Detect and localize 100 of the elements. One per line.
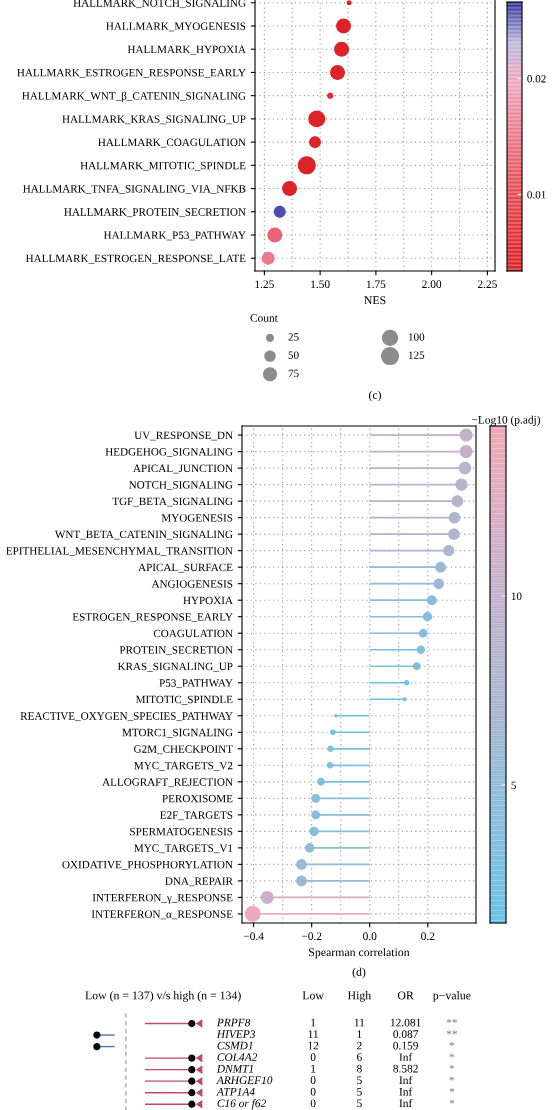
y-tick-label: APICAL_SURFACE xyxy=(138,563,233,573)
y-tick-label: HALLMARK_P53_PATHWAY xyxy=(103,231,246,241)
x-tick-label: 0.2 xyxy=(421,932,435,941)
category-label: CSMD1 xyxy=(217,1041,253,1050)
category-label: p−value xyxy=(433,991,471,1002)
point xyxy=(418,628,428,638)
text: 6 xyxy=(357,1053,362,1061)
category-label: ARHGEF10 xyxy=(216,1076,273,1085)
y-tick-label: E2F_TARGETS xyxy=(160,811,233,821)
x-tick-label: 1.75 xyxy=(366,280,386,289)
y-tick-label: P53_PATHWAY xyxy=(159,679,233,689)
point xyxy=(309,826,319,837)
legend-label: 75 xyxy=(288,369,299,378)
x-tick-label: −0.4 xyxy=(243,932,264,941)
x-tick-label: 2.25 xyxy=(477,280,497,289)
y-tick-label: HALLMARK_ESTROGEN_RESPONSE_EARLY xyxy=(17,68,246,78)
text: 0 xyxy=(310,1053,316,1061)
y-tick-label: EPITHELIAL_MESENCHYMAL_TRANSITION xyxy=(6,547,233,556)
text: 11 xyxy=(354,1018,365,1027)
point xyxy=(448,511,461,524)
point xyxy=(448,528,460,540)
y-tick-label: HALLMARK_KRAS_SIGNALING_UP xyxy=(62,115,246,125)
point xyxy=(455,478,468,491)
point xyxy=(443,545,455,557)
point xyxy=(433,578,445,589)
y-tick-label: HALLMARK_TNFA_SIGNALING_VIA_NFKB xyxy=(23,185,246,194)
y-tick-label: PROTEIN_SECRETION xyxy=(119,646,233,656)
y-tick-label: HALLMARK_NOTCH_SIGNALING xyxy=(73,0,246,9)
y-tick-label: NOTCH_SIGNALING xyxy=(128,481,233,490)
category-label: Low xyxy=(302,991,324,1000)
category-label: High xyxy=(347,991,372,1002)
color-bar-label: 0.02 xyxy=(527,74,546,83)
point xyxy=(416,645,426,654)
y-tick-label: UV_RESPONSE_DN xyxy=(134,431,233,441)
text: 11 xyxy=(308,1030,318,1038)
x-axis-title: Spearman correlation xyxy=(309,947,410,959)
text: 0 xyxy=(310,1087,316,1096)
y-tick-label: APICAL_JUNCTION xyxy=(133,464,233,474)
y-tick-label: HALLMARK_ESTROGEN_RESPONSE_LATE xyxy=(25,254,246,264)
point xyxy=(435,561,446,573)
legend-label: 100 xyxy=(408,333,425,341)
y-tick-label: TGF_BETA_SIGNALING xyxy=(112,497,233,507)
category-label: COL4A2 xyxy=(217,1053,258,1061)
x-axis-title: NES xyxy=(364,296,386,305)
y-tick-label: HALLMARK_MITOTIC_SPINDLE xyxy=(80,161,246,171)
point xyxy=(296,859,307,870)
y-tick-label: PEROXISOME xyxy=(162,794,233,803)
y-tick-label: ESTROGEN_RESPONSE_EARLY xyxy=(72,613,233,622)
y-tick-label: REACTIVE_OXYGEN_SPECIES_PATHWAY xyxy=(20,712,233,722)
text: 0 xyxy=(310,1076,316,1085)
text: 0.159 xyxy=(393,1041,418,1050)
x-tick-label: 2.00 xyxy=(422,280,442,289)
y-tick-label: MITOTIC_SPINDLE xyxy=(135,695,233,705)
point xyxy=(296,875,307,887)
y-tick-label: KRAS_SIGNALING_UP xyxy=(117,662,233,672)
text: 12.081 xyxy=(390,1018,421,1027)
point xyxy=(311,810,321,820)
text: * xyxy=(449,1099,455,1104)
point xyxy=(317,777,325,786)
legend-title: Count xyxy=(250,314,278,322)
y-tick-label: INTERFERON_α_RESPONSE xyxy=(91,910,233,920)
y-tick-label: HALLMARK_MYOGENESIS xyxy=(106,22,246,32)
text: ** xyxy=(446,1018,458,1023)
point xyxy=(422,612,433,622)
y-tick-label: HEDGEHOG_SIGNALING xyxy=(105,448,233,457)
text: Inf xyxy=(399,1075,413,1084)
point xyxy=(304,843,315,853)
text: 0 xyxy=(310,1099,316,1108)
text: Inf xyxy=(399,1052,413,1061)
y-tick-label: DNA_REPAIR xyxy=(165,877,233,887)
y-tick-label: ALLOGRAFT_REJECTION xyxy=(102,778,233,788)
text: Inf xyxy=(399,1098,413,1107)
y-tick-label: SPERMATOGENESIS xyxy=(130,827,233,836)
y-tick-label: HALLMARK_PROTEIN_SECRETION xyxy=(64,208,246,218)
text: Low (n = 137) v/s high (n = 134) xyxy=(85,991,241,1002)
category-label: C16 or f62 xyxy=(217,1099,266,1110)
text: 12 xyxy=(308,1041,319,1050)
text: 5 xyxy=(357,1087,362,1096)
color-bar-label: 10 xyxy=(511,592,522,601)
category-label: PRPF8 xyxy=(216,1018,251,1027)
color-bar-label: 0.01 xyxy=(527,190,546,199)
y-tick-label: MYOGENESIS xyxy=(161,514,233,522)
text: * xyxy=(449,1064,455,1070)
x-tick-label: 1.50 xyxy=(311,280,330,289)
text: ** xyxy=(446,1030,458,1035)
text: 1 xyxy=(357,1030,362,1038)
y-tick-label: MYC_TARGETS_V1 xyxy=(134,844,233,854)
y-tick-label: ANGIOGENESIS xyxy=(151,580,233,588)
category-label: ATP1A4 xyxy=(216,1087,255,1096)
text: 8.582 xyxy=(393,1064,418,1073)
category-label: OR xyxy=(397,991,414,1000)
text: 1 xyxy=(311,1064,316,1073)
text: 5 xyxy=(357,1099,362,1108)
text: 1 xyxy=(311,1018,316,1027)
y-tick-label: HYPOXIA xyxy=(183,596,233,605)
color-bar-label: 5 xyxy=(511,781,516,790)
text: Inf xyxy=(399,1087,413,1096)
point xyxy=(311,794,321,803)
text: 5 xyxy=(357,1076,362,1085)
text: 8 xyxy=(356,1064,362,1073)
